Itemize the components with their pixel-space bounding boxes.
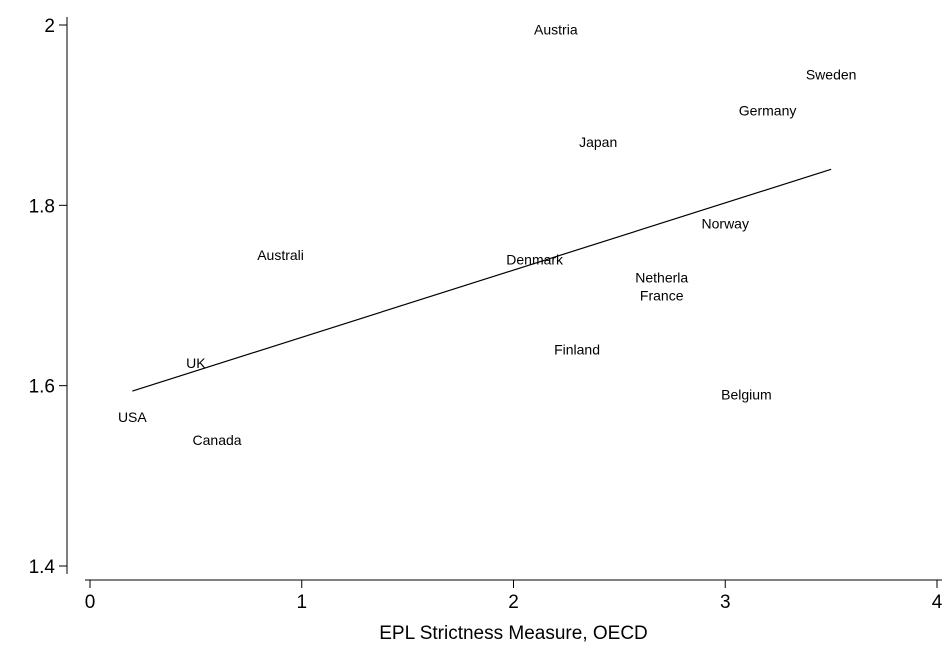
y-tick-label: 2: [44, 16, 55, 37]
point-label: Finland: [554, 342, 600, 358]
point-label: USA: [118, 409, 147, 425]
x-tick-label: 2: [508, 592, 519, 613]
point-label: UK: [186, 355, 206, 371]
x-tick-label: 3: [720, 592, 731, 613]
fit-line: [132, 169, 831, 391]
point-label: France: [640, 288, 684, 304]
point-label: Netherla: [635, 269, 688, 285]
axes: [67, 17, 942, 580]
point-label: Norway: [702, 215, 749, 231]
y-tick-label: 1.6: [29, 377, 55, 398]
point-label: Austria: [534, 22, 578, 38]
x-ticks: 0 1 2 3 4: [85, 580, 943, 613]
y-tick-label: 1.8: [29, 196, 55, 217]
point-label: Denmark: [506, 251, 564, 267]
y-tick-label: 1.4: [29, 557, 56, 578]
point-labels: Austria Sweden Germany Japan Norway Australi D…: [118, 22, 856, 448]
point-label: Belgium: [721, 387, 772, 403]
point-label: Australi: [257, 247, 304, 263]
x-tick-label: 0: [85, 592, 96, 613]
x-axis-title: EPL Strictness Measure, OECD: [379, 623, 648, 644]
point-label: Japan: [579, 134, 617, 150]
x-tick-label: 1: [296, 592, 307, 613]
x-tick-label: 4: [932, 592, 943, 613]
y-ticks: 1.4 1.6 1.8 2: [29, 16, 67, 578]
point-label: Canada: [193, 432, 242, 448]
point-label: Sweden: [806, 67, 857, 83]
point-label: Germany: [739, 103, 797, 119]
